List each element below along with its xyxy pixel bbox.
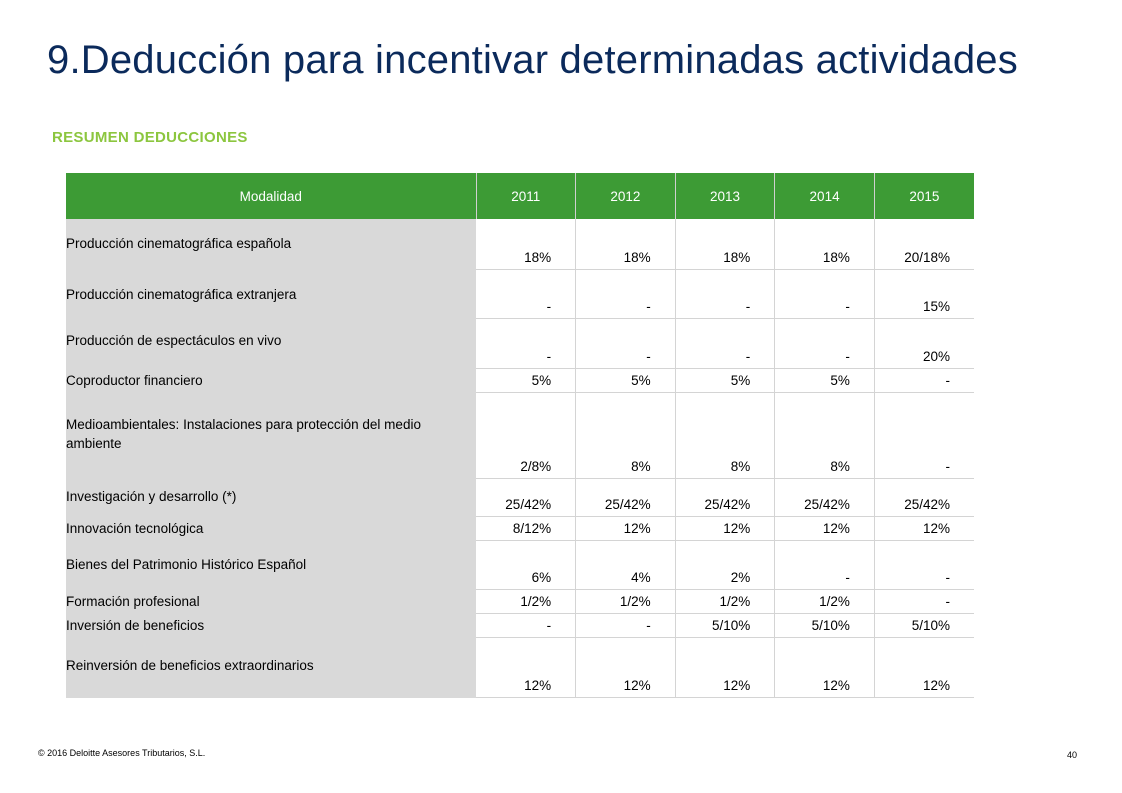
cell-2011: - [476, 269, 576, 319]
cell-2011: 6% [476, 540, 576, 590]
cell-2011: 12% [476, 637, 576, 698]
cell-2012: 1/2% [575, 589, 676, 614]
cell-2015: - [873, 540, 974, 590]
cell-2011: 5% [476, 368, 576, 393]
cell-2014: - [774, 540, 875, 590]
row-label: Coproductor financiero [66, 368, 476, 393]
cell-2013: 5% [674, 368, 775, 393]
cell-2013: - [674, 318, 775, 369]
cell-2014: 18% [774, 219, 875, 270]
cell-2012: - [575, 269, 676, 319]
copyright-footer: © 2016 Deloitte Asesores Tributarios, S.… [38, 748, 206, 758]
cell-2012: 5% [575, 368, 676, 393]
cell-2014: 12% [774, 516, 875, 541]
cell-2013: 8% [674, 392, 775, 479]
row-label: Producción cinematográfica extranjera [66, 269, 476, 319]
cell-2014: - [774, 318, 875, 369]
row-label: Investigación y desarrollo (*) [66, 478, 476, 517]
table-row: Medioambientales: Instalaciones para pro… [66, 392, 974, 479]
cell-2012: - [575, 318, 676, 369]
column-header-2014: 2014 [774, 173, 875, 219]
cell-2014: 8% [774, 392, 875, 479]
cell-2015: 12% [873, 637, 974, 698]
column-header-2015: 2015 [873, 173, 974, 219]
cell-2011: 25/42% [476, 478, 576, 517]
cell-2014: 5/10% [774, 613, 875, 638]
row-label: Producción cinematográfica española [66, 219, 476, 270]
page-title: 9.Deducción para incentivar determinadas… [47, 38, 1018, 82]
cell-2012: 4% [575, 540, 676, 590]
cell-2014: 25/42% [774, 478, 875, 517]
column-header-2013: 2013 [674, 173, 775, 219]
cell-2012: - [575, 613, 676, 638]
table-row: Formación profesional 1/2% 1/2% 1/2% 1/2… [66, 589, 974, 614]
cell-2014: 1/2% [774, 589, 875, 614]
column-header-2011: 2011 [475, 173, 576, 219]
cell-2011: 2/8% [476, 392, 576, 479]
cell-2015: - [873, 368, 974, 393]
row-label: Reinversión de beneficios extraordinario… [66, 637, 476, 698]
cell-2011: 8/12% [476, 516, 576, 541]
cell-2011: - [476, 613, 576, 638]
table-row: Innovación tecnológica 8/12% 12% 12% 12%… [66, 516, 974, 541]
cell-2015: 12% [873, 516, 974, 541]
cell-2014: - [774, 269, 875, 319]
section-subtitle: RESUMEN DEDUCCIONES [52, 129, 248, 146]
cell-2013: 5/10% [674, 613, 775, 638]
cell-2012: 8% [575, 392, 676, 479]
cell-2013: 12% [674, 637, 775, 698]
table-row: Producción de espectáculos en vivo - - -… [66, 318, 974, 369]
table-row: Coproductor financiero 5% 5% 5% 5% - [66, 368, 974, 393]
deductions-summary-table: Modalidad 2011 2012 2013 2014 2015 Produ… [66, 173, 974, 698]
page-number: 40 [1066, 750, 1077, 760]
cell-2012: 12% [575, 516, 676, 541]
row-label: Bienes del Patrimonio Histórico Español [66, 540, 476, 590]
row-label: Inversión de beneficios [66, 613, 476, 638]
cell-2014: 12% [774, 637, 875, 698]
cell-2011: - [476, 318, 576, 369]
cell-2015: 20% [873, 318, 974, 369]
cell-2015: - [873, 392, 974, 479]
cell-2013: 2% [674, 540, 775, 590]
table-header-row: Modalidad 2011 2012 2013 2014 2015 [66, 173, 974, 219]
table-row: Reinversión de beneficios extraordinario… [66, 637, 974, 698]
table-row: Producción cinematográfica extranjera - … [66, 269, 974, 319]
cell-2013: 25/42% [674, 478, 775, 517]
row-label: Innovación tecnológica [66, 516, 476, 541]
cell-2014: 5% [774, 368, 875, 393]
cell-2011: 1/2% [476, 589, 576, 614]
cell-2015: 5/10% [873, 613, 974, 638]
column-header-modalidad: Modalidad [66, 173, 476, 219]
row-label: Formación profesional [66, 589, 476, 614]
cell-2013: 12% [674, 516, 775, 541]
table-row: Producción cinematográfica española 18% … [66, 219, 974, 270]
row-label: Producción de espectáculos en vivo [66, 318, 476, 369]
cell-2013: 1/2% [674, 589, 775, 614]
table-row: Inversión de beneficios - - 5/10% 5/10% … [66, 613, 974, 638]
cell-2015: - [873, 589, 974, 614]
cell-2015: 15% [873, 269, 974, 319]
cell-2013: - [674, 269, 775, 319]
table-row: Bienes del Patrimonio Histórico Español … [66, 540, 974, 590]
cell-2015: 25/42% [873, 478, 974, 517]
table-row: Investigación y desarrollo (*) 25/42% 25… [66, 478, 974, 517]
cell-2013: 18% [674, 219, 775, 270]
cell-2012: 18% [575, 219, 676, 270]
row-label: Medioambientales: Instalaciones para pro… [66, 392, 476, 479]
cell-2012: 12% [575, 637, 676, 698]
column-header-2012: 2012 [575, 173, 676, 219]
cell-2011: 18% [476, 219, 576, 270]
cell-2012: 25/42% [575, 478, 676, 517]
cell-2015: 20/18% [873, 219, 974, 270]
